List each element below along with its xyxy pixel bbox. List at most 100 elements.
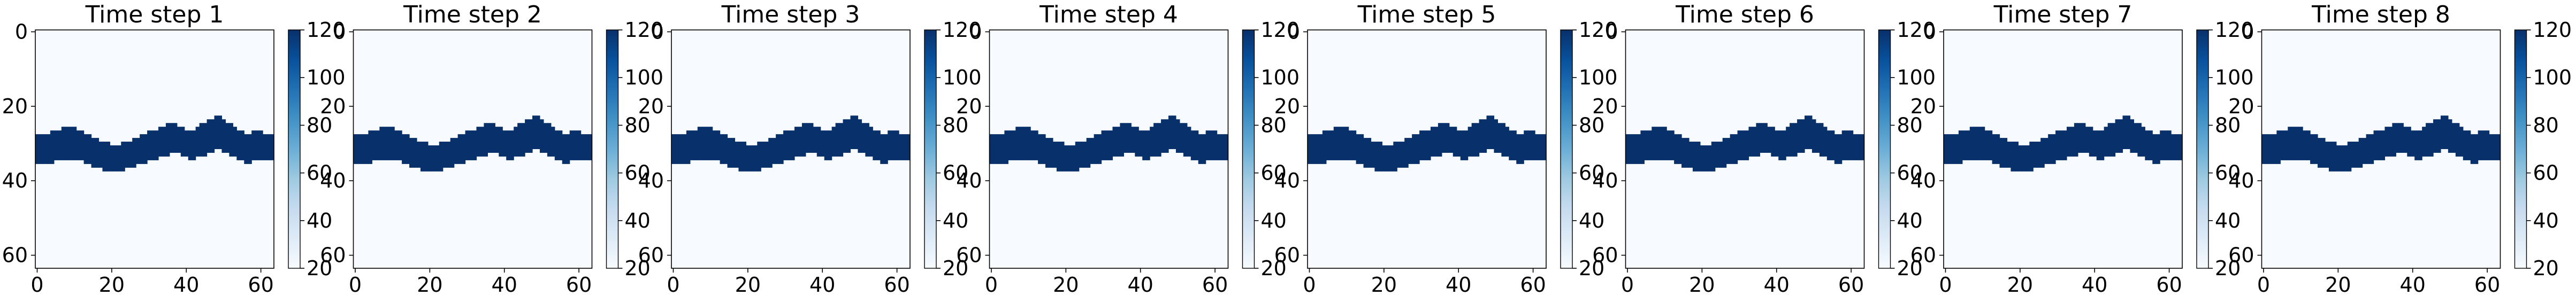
heatmap-band-column <box>1696 142 1701 172</box>
heatmap-band-column <box>1023 127 1027 160</box>
colorbar <box>1242 29 1255 269</box>
heatmap-band-column <box>2314 134 2318 164</box>
heatmap-band-column <box>1771 127 1775 157</box>
heatmap-band-column <box>2481 130 2486 160</box>
heatmap-band-column <box>2493 134 2497 160</box>
heatmap-band-column <box>461 134 466 164</box>
heatmap-band-column <box>180 127 185 157</box>
colorbar-tick-label: 80 <box>1261 113 1287 137</box>
heatmap-band-column <box>820 130 825 157</box>
heatmap-band-column <box>502 130 507 157</box>
heatmap-band-column <box>839 123 844 157</box>
heatmap-band-column <box>835 123 840 157</box>
y-tick-label: 20 <box>1274 95 1300 118</box>
heatmap-band-column <box>2303 130 2307 160</box>
heatmap-band-column <box>155 130 159 160</box>
heatmap-band-column <box>2433 119 2437 153</box>
heatmap-band-column <box>742 142 746 172</box>
heatmap-band-column <box>1127 123 1132 153</box>
heatmap-band-column <box>2055 130 2060 160</box>
x-tick-label: 0 <box>1621 273 1634 297</box>
heatmap-band-column <box>480 127 485 157</box>
heatmap-band-column <box>899 134 903 160</box>
colorbar-tick-label: 40 <box>2533 209 2559 232</box>
heatmap-band-column <box>255 130 259 160</box>
heatmap-band-column <box>869 127 873 157</box>
heatmap-band-column <box>787 130 791 160</box>
heatmap-band-column <box>753 145 758 172</box>
heatmap-band-column <box>1652 127 1656 160</box>
y-tick-label: 60 <box>1910 244 1936 267</box>
colorbar-tick-label: 20 <box>307 257 332 280</box>
heatmap-band-column <box>1179 123 1184 153</box>
heatmap-band-column <box>1359 134 1364 164</box>
heatmap-band-column <box>1168 115 1173 149</box>
heatmap-band-column <box>1138 130 1143 157</box>
colorbar-tick-label: 20 <box>1261 257 1287 280</box>
heatmap-band-column <box>1977 127 1982 160</box>
heatmap-band-column <box>2052 134 2056 164</box>
colorbar-tick-label: 80 <box>625 113 651 137</box>
heatmap-band-column <box>1194 130 1199 160</box>
y-tick-label: 40 <box>320 169 346 192</box>
colorbar-tick-label: 60 <box>1261 161 1287 185</box>
heatmap-band-column <box>1045 138 1050 168</box>
colorbar <box>1560 29 1573 269</box>
colorbar <box>2196 29 2209 269</box>
heatmap-band-column <box>110 145 114 172</box>
heatmap-band-column <box>1008 130 1012 160</box>
heatmap-band-column <box>357 134 362 164</box>
heatmap-band-column <box>1947 134 1952 164</box>
x-tick-label: 40 <box>2082 273 2107 297</box>
heatmap-band-column <box>1116 127 1121 157</box>
heatmap-band-column <box>690 130 694 160</box>
heatmap-band-column <box>828 130 832 160</box>
y-tick-label: 60 <box>1592 244 1618 267</box>
x-tick-label: 40 <box>173 273 199 297</box>
heatmap-band-column <box>1688 142 1693 168</box>
heatmap-band-column <box>409 138 414 168</box>
heatmap-band-column <box>1494 119 1499 153</box>
heatmap-band-column <box>1094 134 1098 164</box>
heatmap-band-column <box>263 134 267 160</box>
axes-frame <box>353 29 593 269</box>
colorbar-tick-label: 40 <box>625 209 651 232</box>
heatmap-band-column <box>484 123 488 157</box>
heatmap-band-column <box>1308 134 1312 164</box>
heatmap-band-column <box>1150 127 1154 157</box>
heatmap-band-column <box>2306 130 2311 160</box>
colorbar-tick-label: 120 <box>1579 18 1618 42</box>
heatmap-band-column <box>1509 130 1513 160</box>
y-tick-label: 20 <box>1592 95 1618 118</box>
heatmap-band-column <box>1393 142 1397 172</box>
heatmap-band-column <box>2463 130 2467 160</box>
heatmap-band-column <box>858 119 862 153</box>
x-tick-label: 0 <box>349 273 362 297</box>
x-tick-label: 0 <box>30 273 43 297</box>
heatmap-band-column <box>1052 142 1057 168</box>
heatmap-band-column <box>1520 134 1524 164</box>
heatmap-band-column <box>2115 119 2120 153</box>
heatmap-band-column <box>1363 138 1368 168</box>
heatmap-band-column <box>102 142 107 172</box>
heatmap-band-column <box>1012 130 1016 160</box>
heatmap-band-column <box>2373 130 2378 160</box>
heatmap-band-column <box>551 127 555 157</box>
heatmap-band-column <box>98 142 103 168</box>
heatmap-band-column <box>439 142 444 172</box>
heatmap-band-column <box>801 123 806 157</box>
colorbar-tick-label: 40 <box>1261 209 1287 232</box>
heatmap-band-column <box>1109 130 1113 160</box>
colorbar-tick-label: 40 <box>2215 209 2241 232</box>
heatmap-band-column <box>2407 127 2411 157</box>
x-tick-label: 0 <box>2257 273 2270 297</box>
heatmap-band-column <box>1482 119 1487 153</box>
colorbar-tick-label: 100 <box>1261 66 1300 89</box>
heatmap-band-column <box>2167 130 2172 160</box>
colorbar-tick-label: 60 <box>2533 161 2559 185</box>
colorbar-tick-label: 120 <box>2215 18 2254 42</box>
heatmap-band-column <box>543 123 548 153</box>
heatmap-band-column <box>472 130 477 160</box>
heatmap-band-column <box>244 134 248 164</box>
